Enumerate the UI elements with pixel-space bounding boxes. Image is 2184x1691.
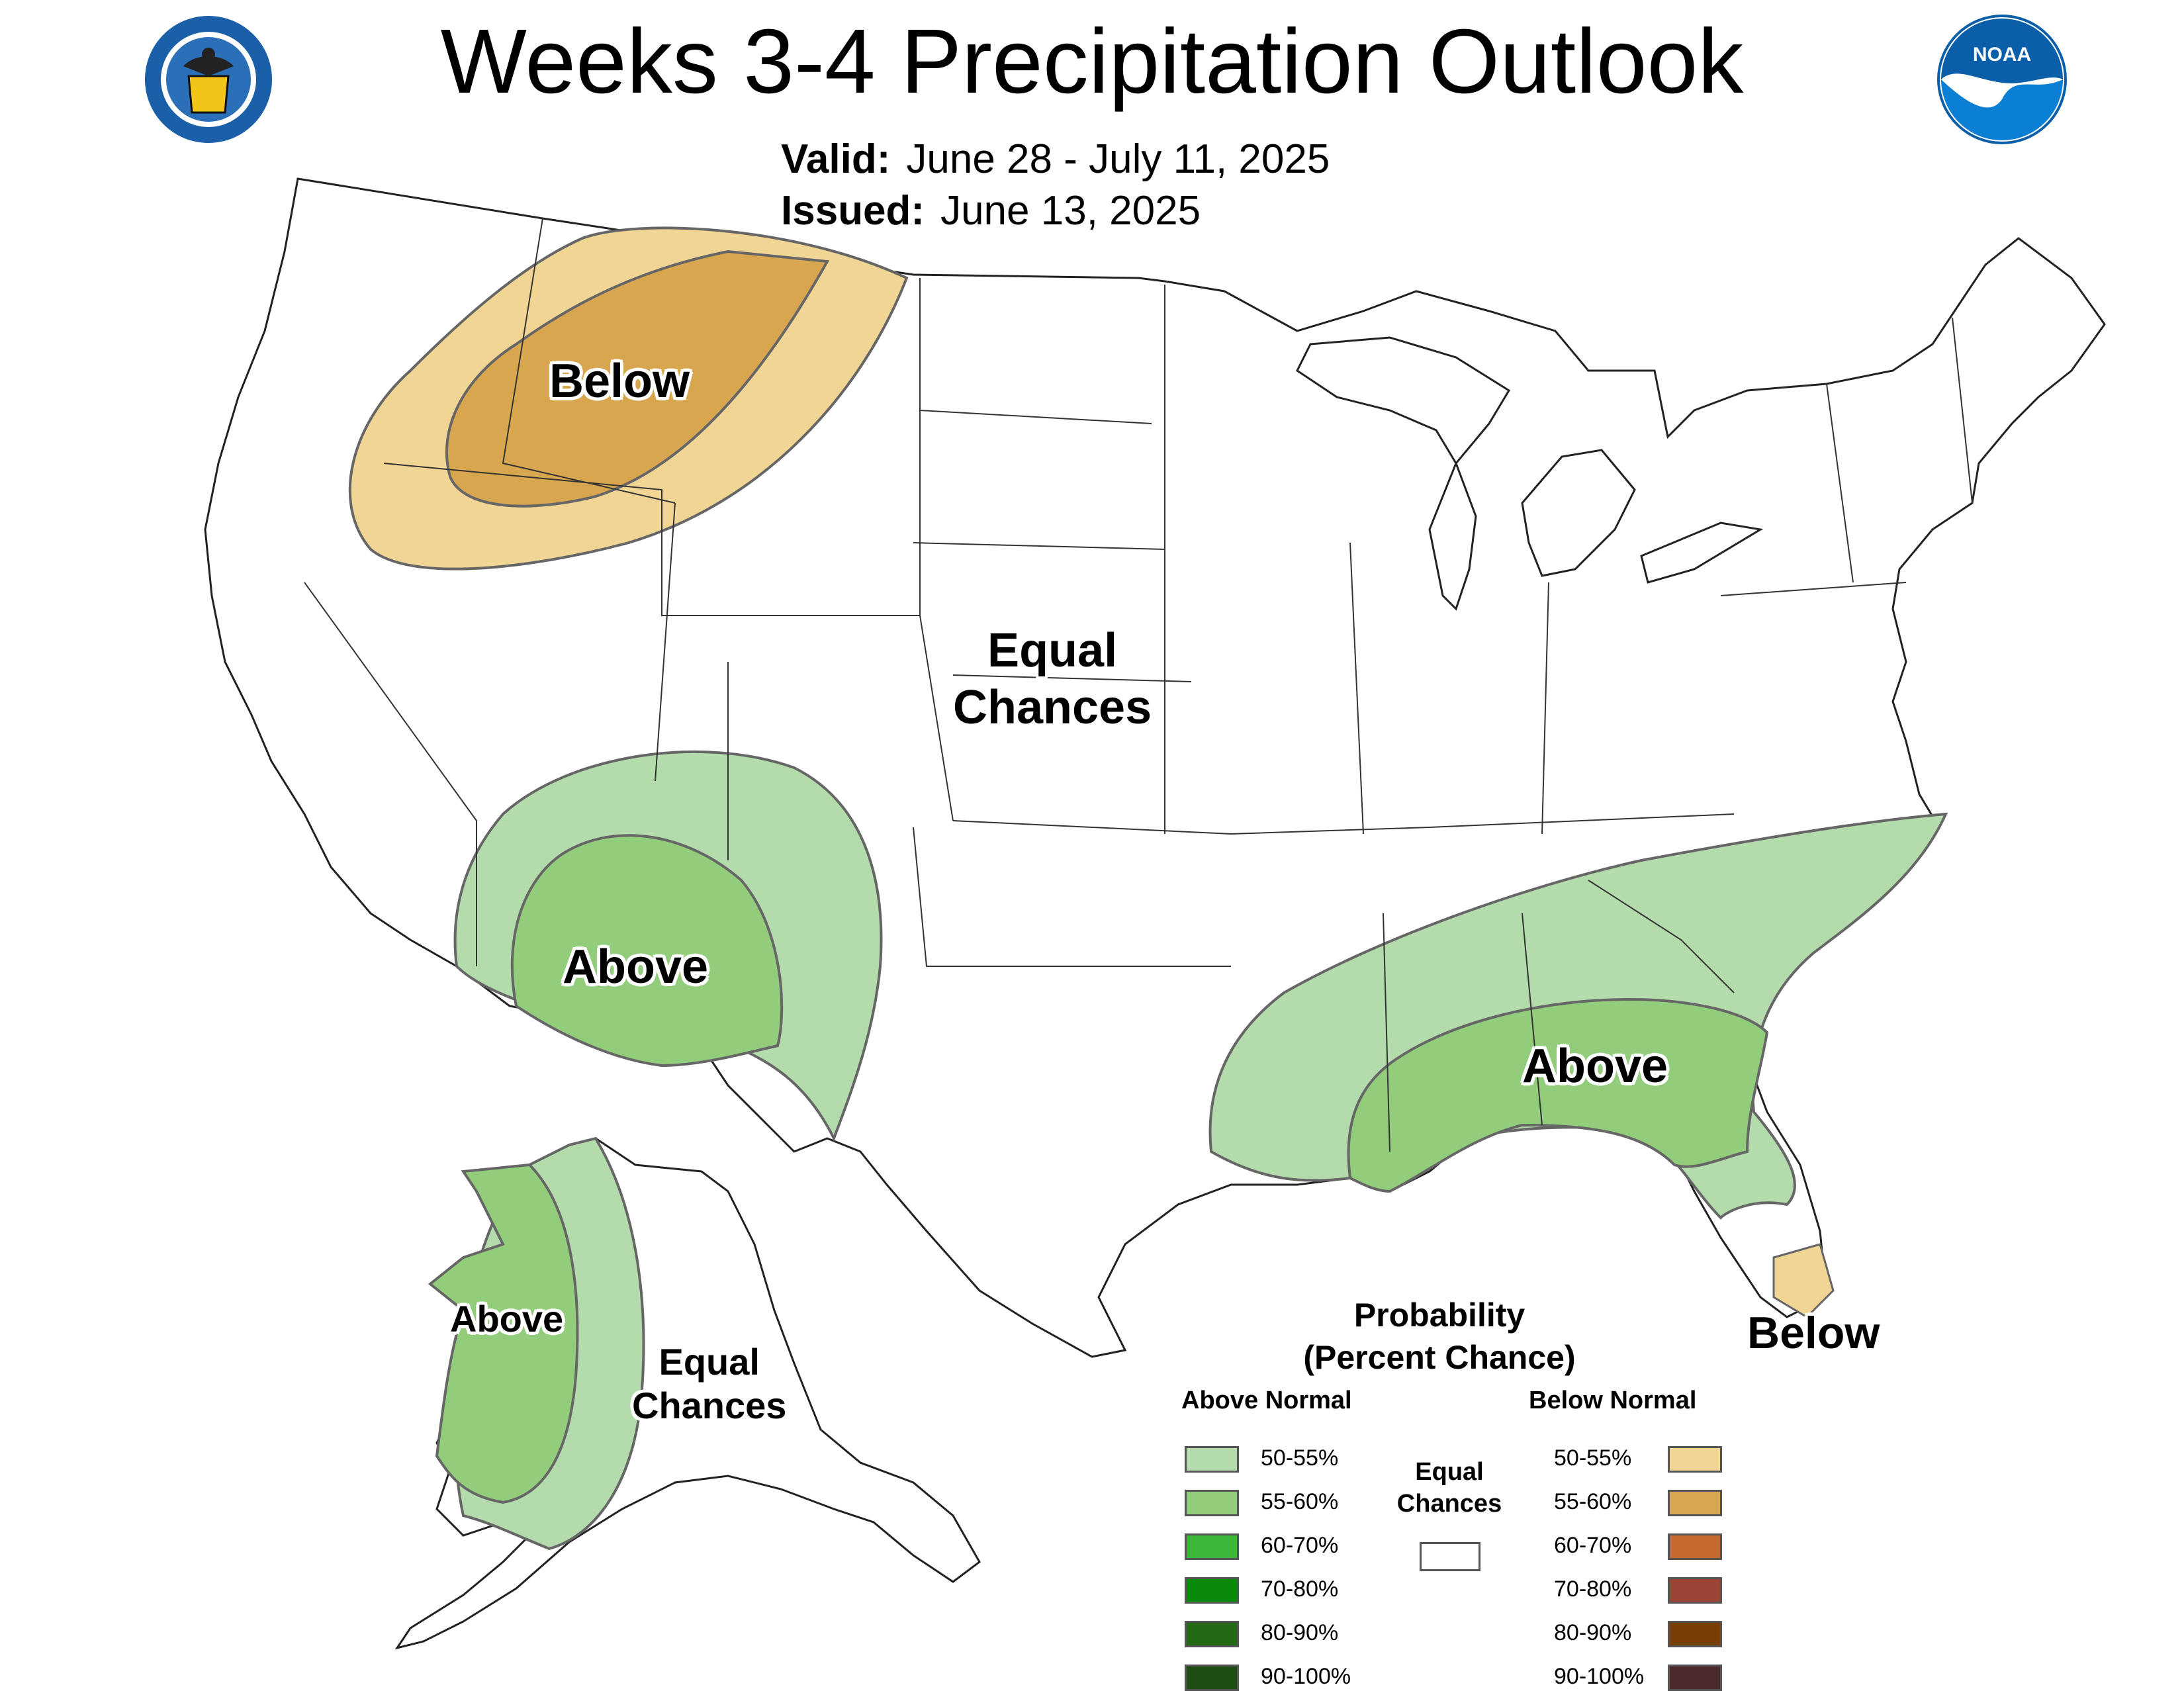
northwest-region-label: Below [549,355,690,408]
great-lakes [1296,336,1764,611]
issued-value: June 13, 2025 [940,188,1201,234]
legend-equal-chances-swatch [1420,1542,1480,1571]
department-of-commerce-seal-icon [145,16,272,143]
state-boundaries [304,218,1973,1152]
issued-date: Issued: June 13, 2025 [781,187,1201,234]
legend-above-swatch [1185,1577,1239,1604]
valid-dates: Valid: June 28 - July 11, 2025 [781,136,1330,183]
alaska-east-equal-chances-label: Equal Chances [632,1340,786,1428]
center-label-line1: Equal [987,624,1118,677]
alaska-label-line1: Equal [659,1341,760,1383]
legend-title-line2: (Percent Chance) [1303,1339,1576,1376]
legend-above-range-label: 90-100% [1261,1664,1351,1689]
legend-below-swatch [1668,1446,1722,1473]
legend-below-swatch [1668,1533,1722,1560]
legend-above-range-label: 60-70% [1261,1533,1339,1558]
valid-label: Valid: [781,136,891,182]
southeast-region-label: Above [1522,1040,1668,1093]
southeast-above-55-60-region [1347,997,1769,1193]
legend-above-range-label: 50-55% [1261,1445,1339,1471]
legend-above-heading: Above Normal [1181,1387,1352,1414]
legend-above-swatch [1185,1490,1239,1516]
legend-above-range-label: 70-80% [1261,1577,1339,1602]
legend-above-range-label: 80-90% [1261,1620,1339,1645]
southwest-above-55-60-region [510,834,784,1068]
legend-below-range-label: 55-60% [1554,1489,1632,1514]
legend-below-swatch [1668,1665,1722,1691]
legend-below-heading: Below Normal [1529,1387,1697,1414]
legend-title: Probability (Percent Chance) [1294,1294,1585,1379]
legend-below-range-label: 80-90% [1554,1620,1632,1645]
legend-above-swatch [1185,1621,1239,1647]
center-equal-chances-label: Equal Chances [953,622,1152,736]
issued-label: Issued: [781,188,925,234]
page-title: Weeks 3-4 Precipitation Outlook [440,11,1744,113]
florida-below-50-55-region [1772,1243,1835,1318]
legend-above-swatch [1185,1533,1239,1560]
southwest-region-label: Above [563,940,709,993]
legend-below-swatch [1668,1577,1722,1604]
legend-below-range-label: 50-55% [1554,1445,1632,1471]
noaa-logo-icon: NOAA [1937,15,2067,144]
noaa-logo-text: NOAA [1973,44,2031,66]
florida-region-label: Below [1747,1308,1880,1358]
legend-title-line1: Probability [1353,1297,1525,1334]
legend-below-range-label: 90-100% [1554,1664,1645,1689]
legend-above-swatch [1185,1665,1239,1691]
legend-equal-chances: Equal Chances [1390,1456,1509,1520]
legend-above-range-label: 55-60% [1261,1489,1339,1514]
legend-above-swatch [1185,1446,1239,1473]
northwest-below-55-60-region [445,250,830,508]
legend-below-range-label: 70-80% [1554,1577,1632,1602]
alaska-above-55-60-region [428,1163,579,1504]
center-label-line2: Chances [953,681,1152,734]
legend-below-swatch [1668,1621,1722,1647]
alaska-label-line2: Chances [632,1385,787,1426]
legend-below-range-label: 60-70% [1554,1533,1632,1558]
legend-below-swatch [1668,1490,1722,1516]
legend-equal-line1: Equal [1415,1458,1484,1486]
alaska-west-region-label: Above [450,1298,564,1340]
valid-value: June 28 - July 11, 2025 [906,136,1330,182]
legend-equal-line2: Chances [1396,1490,1502,1518]
